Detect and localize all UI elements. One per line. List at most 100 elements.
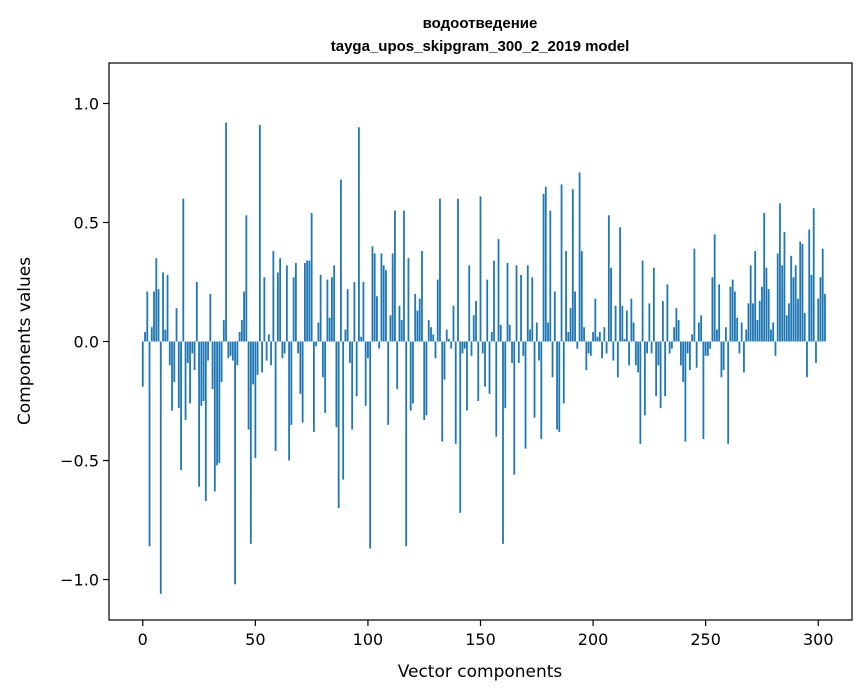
bar-40: [231, 341, 234, 361]
bar-124: [421, 251, 423, 342]
bar-142: [461, 341, 464, 354]
bar-47: [247, 341, 250, 430]
bar-192: [574, 291, 576, 342]
bar-240: [682, 341, 685, 382]
bar-195: [580, 251, 583, 342]
bar-258: [722, 341, 725, 371]
bar-62: [281, 341, 284, 359]
bar-108: [385, 270, 387, 342]
bar-1: [144, 331, 146, 342]
bar-167: [517, 341, 520, 363]
bar-76: [312, 341, 315, 432]
bar-271: [752, 303, 754, 342]
chart-title-line1: водоотведение: [423, 15, 538, 32]
bar-59: [274, 341, 277, 451]
bar-267: [743, 341, 745, 373]
bar-25: [198, 341, 200, 487]
bar-83: [328, 317, 331, 342]
bar-217: [630, 298, 633, 342]
bar-302: [821, 248, 824, 342]
bar-237: [675, 308, 678, 342]
bar-170: [524, 341, 527, 449]
bar-41: [234, 341, 236, 585]
bar-102: [371, 246, 374, 342]
bar-74: [308, 260, 311, 342]
bar-0: [141, 341, 144, 387]
bar-229: [657, 341, 660, 366]
bar-194: [578, 172, 581, 342]
bar-207: [607, 215, 610, 342]
bar-26: [200, 341, 203, 406]
bar-81: [324, 341, 327, 413]
bar-100: [367, 341, 369, 359]
bar-278: [767, 289, 770, 342]
bar-165: [513, 341, 516, 475]
bar-249: [702, 341, 705, 440]
bar-114: [398, 305, 401, 342]
bar-230: [659, 341, 662, 409]
bar-212: [619, 227, 621, 342]
bar-82: [326, 279, 329, 342]
x-tick-label: 50: [245, 630, 265, 649]
bar-92: [349, 341, 351, 363]
bar-137: [450, 341, 453, 349]
bar-243: [688, 341, 691, 371]
bar-122: [416, 310, 419, 342]
bar-270: [749, 265, 752, 342]
bar-42: [236, 341, 239, 366]
bar-89: [342, 341, 345, 480]
bar-215: [625, 310, 628, 342]
y-axis-label: Components values: [15, 257, 35, 425]
bar-263: [734, 291, 736, 342]
bar-222: [641, 260, 644, 342]
bar-175: [535, 322, 538, 342]
bar-241: [684, 341, 687, 442]
bar-183: [553, 291, 556, 342]
bar-274: [758, 301, 761, 342]
bar-298: [812, 208, 815, 342]
bar-234: [668, 341, 671, 354]
bar-204: [601, 341, 603, 359]
bar-171: [526, 265, 529, 342]
bar-285: [783, 232, 786, 342]
bar-161: [504, 341, 507, 409]
bar-156: [493, 260, 495, 342]
bar-99: [364, 341, 367, 406]
bar-144: [466, 341, 468, 411]
bar-174: [533, 341, 536, 418]
bar-265: [738, 341, 741, 354]
bar-200: [592, 331, 594, 342]
bar-187: [562, 341, 565, 404]
bar-189: [567, 331, 570, 342]
bar-248: [700, 315, 703, 342]
bar-8: [159, 341, 162, 594]
y-tick-label: 0.5: [74, 213, 99, 232]
bar-138: [452, 305, 455, 342]
bar-13: [171, 341, 173, 411]
bar-252: [709, 341, 712, 349]
bar-251: [707, 341, 709, 356]
bar-210: [614, 305, 617, 342]
bar-166: [515, 265, 518, 342]
bar-223: [643, 341, 646, 416]
bar-256: [718, 284, 721, 342]
bar-3: [148, 341, 151, 547]
bar-273: [756, 320, 759, 342]
bar-286: [785, 315, 788, 342]
bar-242: [686, 341, 689, 354]
bar-63: [283, 341, 286, 354]
bar-259: [725, 327, 727, 342]
bar-253: [711, 277, 714, 342]
bar-56: [267, 334, 270, 342]
bar-279: [770, 329, 772, 342]
bar-60: [276, 272, 279, 342]
bar-126: [425, 341, 428, 416]
bar-244: [691, 334, 694, 342]
bar-226: [650, 341, 653, 354]
bar-2: [146, 291, 149, 342]
bar-268: [745, 329, 748, 342]
bar-214: [623, 339, 626, 342]
y-tick-label: −1.0: [60, 571, 99, 590]
bar-140: [457, 198, 459, 342]
